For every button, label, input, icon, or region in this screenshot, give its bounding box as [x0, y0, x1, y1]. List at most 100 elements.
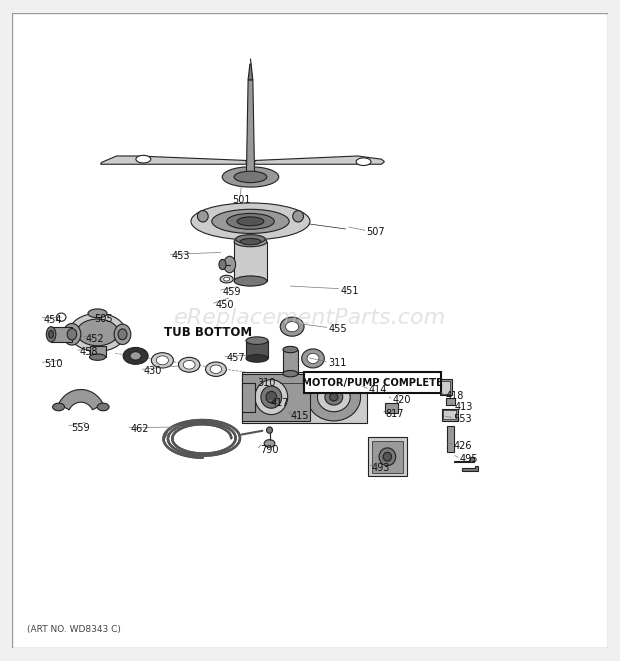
Text: 420: 420: [392, 395, 411, 405]
Polygon shape: [454, 457, 474, 463]
Text: 459: 459: [223, 287, 241, 297]
Ellipse shape: [317, 383, 350, 412]
Ellipse shape: [63, 323, 81, 345]
Ellipse shape: [227, 214, 274, 229]
Ellipse shape: [114, 324, 131, 344]
Text: 413: 413: [454, 402, 473, 412]
Text: 501: 501: [232, 196, 251, 206]
Polygon shape: [242, 371, 366, 422]
Ellipse shape: [266, 391, 277, 403]
Ellipse shape: [97, 403, 109, 410]
Ellipse shape: [307, 354, 319, 364]
Text: 414: 414: [369, 385, 388, 395]
Text: 507: 507: [366, 227, 385, 237]
Polygon shape: [100, 156, 384, 178]
Text: 430: 430: [144, 366, 162, 376]
Text: 310: 310: [257, 377, 275, 387]
Text: 495: 495: [460, 454, 479, 464]
Ellipse shape: [255, 379, 288, 414]
Polygon shape: [462, 465, 479, 471]
Ellipse shape: [151, 353, 174, 368]
Text: 817: 817: [386, 409, 404, 419]
Text: 462: 462: [131, 424, 149, 434]
Text: 790: 790: [260, 445, 278, 455]
Ellipse shape: [307, 373, 361, 421]
Ellipse shape: [286, 322, 299, 332]
Text: (ART NO. WD8343 C): (ART NO. WD8343 C): [27, 625, 121, 634]
Ellipse shape: [77, 319, 118, 346]
Polygon shape: [51, 327, 72, 342]
Text: 455: 455: [329, 325, 347, 334]
Ellipse shape: [118, 329, 127, 340]
Polygon shape: [234, 242, 267, 281]
Polygon shape: [248, 64, 253, 80]
Polygon shape: [90, 346, 106, 357]
Bar: [441, 381, 451, 394]
Ellipse shape: [283, 346, 298, 353]
Ellipse shape: [219, 259, 226, 270]
Polygon shape: [283, 350, 298, 373]
Ellipse shape: [280, 317, 304, 336]
Polygon shape: [58, 389, 103, 410]
Polygon shape: [242, 383, 255, 412]
Ellipse shape: [212, 210, 289, 233]
Text: 311: 311: [328, 358, 346, 368]
Ellipse shape: [264, 440, 275, 447]
Ellipse shape: [302, 349, 324, 368]
Text: 458: 458: [79, 347, 98, 357]
Ellipse shape: [237, 217, 264, 226]
Ellipse shape: [246, 354, 268, 362]
Ellipse shape: [220, 275, 233, 283]
Text: 457: 457: [227, 354, 246, 364]
Text: 553: 553: [453, 414, 472, 424]
Bar: [385, 403, 398, 413]
Ellipse shape: [234, 171, 267, 182]
Ellipse shape: [67, 329, 77, 340]
Ellipse shape: [53, 403, 64, 410]
Text: 453: 453: [172, 251, 190, 261]
Bar: [440, 379, 451, 395]
Text: 451: 451: [340, 286, 359, 295]
Ellipse shape: [236, 235, 265, 243]
Ellipse shape: [379, 448, 396, 465]
Ellipse shape: [191, 203, 310, 240]
Text: 426: 426: [453, 441, 472, 451]
Ellipse shape: [130, 352, 141, 360]
Ellipse shape: [330, 393, 338, 401]
Ellipse shape: [156, 356, 169, 365]
Text: 559: 559: [71, 422, 89, 432]
Text: 505: 505: [94, 314, 113, 324]
Ellipse shape: [234, 276, 267, 286]
Ellipse shape: [210, 365, 222, 373]
Text: 454: 454: [44, 315, 63, 325]
Ellipse shape: [69, 313, 126, 352]
Ellipse shape: [240, 239, 261, 245]
Bar: [304, 372, 441, 393]
Ellipse shape: [224, 256, 236, 273]
Ellipse shape: [179, 358, 200, 372]
Ellipse shape: [383, 452, 392, 461]
Ellipse shape: [46, 327, 56, 342]
Polygon shape: [246, 80, 255, 180]
Ellipse shape: [136, 155, 151, 163]
Polygon shape: [242, 373, 310, 420]
Text: eReplacementParts.com: eReplacementParts.com: [174, 308, 446, 328]
Polygon shape: [246, 340, 268, 358]
Bar: [447, 426, 454, 452]
Text: 493: 493: [372, 463, 390, 473]
Ellipse shape: [88, 309, 107, 318]
Ellipse shape: [49, 330, 53, 338]
Ellipse shape: [325, 389, 343, 405]
Bar: [442, 409, 458, 420]
Ellipse shape: [89, 354, 105, 360]
Ellipse shape: [267, 427, 273, 434]
Text: 450: 450: [215, 300, 234, 310]
Text: 415: 415: [291, 411, 309, 421]
Text: 417: 417: [270, 398, 289, 408]
Ellipse shape: [222, 167, 279, 187]
Ellipse shape: [356, 158, 371, 165]
Bar: [372, 441, 404, 473]
Ellipse shape: [293, 211, 303, 222]
Ellipse shape: [261, 386, 281, 408]
Bar: [446, 398, 455, 405]
